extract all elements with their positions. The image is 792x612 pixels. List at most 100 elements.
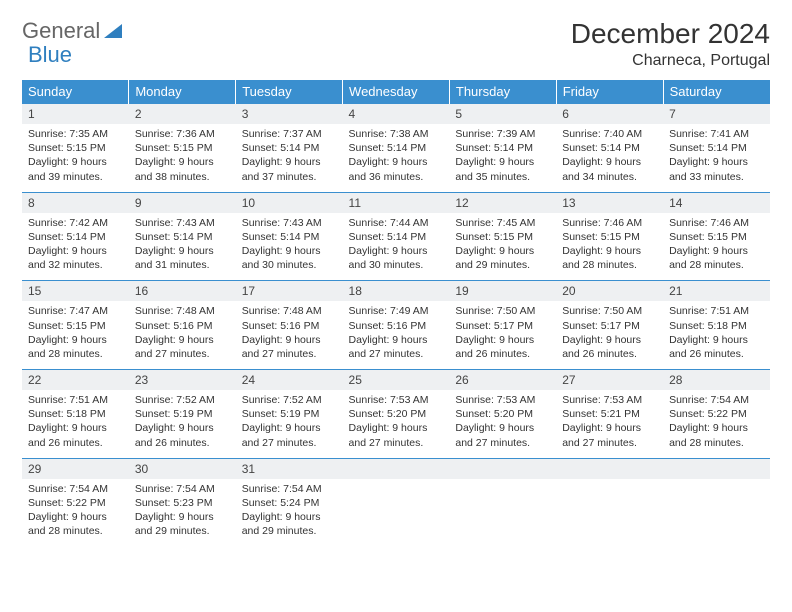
day-number-cell: 25	[343, 370, 450, 391]
sunrise-line: Sunrise: 7:54 AM	[242, 483, 322, 495]
daylight-line: Daylight: 9 hours and 27 minutes.	[242, 334, 321, 360]
day-detail-cell: Sunrise: 7:37 AM Sunset: 5:14 PM Daylight:…	[236, 124, 343, 192]
sunset-line: Sunset: 5:16 PM	[349, 320, 427, 332]
day-detail-cell: Sunrise: 7:47 AM Sunset: 5:15 PM Daylight:…	[22, 301, 129, 369]
daylight-line: Daylight: 9 hours and 27 minutes.	[455, 422, 534, 448]
day-detail-cell: Sunrise: 7:39 AMSunset: 5:14 PMDaylight:…	[449, 124, 556, 192]
day-number-cell: 18	[343, 281, 450, 302]
day-detail-cell: Sunrise: 7:54 AMSunset: 5:22 PMDaylight:…	[663, 390, 770, 458]
sunset-line: Sunset: 5:15 PM	[455, 231, 533, 243]
sunset-line: Sunset: 5:19 PM	[242, 408, 320, 420]
sunset-line: Sunset: 5:22 PM	[28, 497, 106, 509]
header: General December 2024 Charneca, Portugal	[22, 18, 770, 70]
day-detail-cell: Sunrise: 7:50 AMSunset: 5:17 PMDaylight:…	[556, 301, 663, 369]
day-number-cell	[663, 458, 770, 479]
sunset-line: Sunset: 5:18 PM	[28, 408, 106, 420]
day-number-cell: 14	[663, 192, 770, 213]
weekday-header: Thursday	[449, 80, 556, 104]
sunset-line: Sunset: 5:14 PM	[242, 142, 320, 154]
sunrise-line: Sunrise: 7:39 AM	[455, 128, 535, 140]
day-number-cell: 29	[22, 458, 129, 479]
day-detail-cell	[663, 479, 770, 547]
day-number-cell: 17	[236, 281, 343, 302]
day-number-cell: 20	[556, 281, 663, 302]
sunset-line: Sunset: 5:19 PM	[135, 408, 213, 420]
sunrise-line: Sunrise: 7:53 AM	[349, 394, 429, 406]
sunset-line: Sunset: 5:14 PM	[349, 231, 427, 243]
day-detail-cell: Sunrise: 7:42 AM Sunset: 5:14 PM Daylight:…	[22, 213, 129, 281]
day-detail-cell: Sunrise: 7:40 AMSunset: 5:14 PMDaylight:…	[556, 124, 663, 192]
sunrise-line: Sunrise: 7:47 AM	[28, 305, 108, 317]
sunrise-line: Sunrise: 7:42 AM	[28, 217, 108, 229]
daylight-line: Daylight: 9 hours and 28 minutes.	[28, 334, 107, 360]
sunset-line: Sunset: 5:23 PM	[135, 497, 213, 509]
day-number-cell: 9	[129, 192, 236, 213]
day-detail-cell: Sunrise: 7:53 AMSunset: 5:20 PMDaylight:…	[449, 390, 556, 458]
day-number-cell: 8	[22, 192, 129, 213]
day-number-cell: 16	[129, 281, 236, 302]
logo: General	[22, 18, 124, 44]
day-detail-cell: Sunrise: 7:53 AM Sunset: 5:20 PM Daylight:…	[343, 390, 450, 458]
sunrise-line: Sunrise: 7:37 AM	[242, 128, 322, 140]
day-number-cell: 13	[556, 192, 663, 213]
daylight-line: Daylight: 9 hours and 34 minutes.	[562, 156, 641, 182]
day-detail-cell	[449, 479, 556, 547]
day-detail-cell: Sunrise: 7:45 AMSunset: 5:15 PMDaylight:…	[449, 213, 556, 281]
daylight-line: Daylight: 9 hours and 27 minutes.	[562, 422, 641, 448]
daylight-line: Daylight: 9 hours and 37 minutes.	[242, 156, 321, 182]
day-number-cell: 31	[236, 458, 343, 479]
daylight-line: Daylight: 9 hours and 39 minutes.	[28, 156, 107, 182]
daylight-line: Daylight: 9 hours and 28 minutes.	[562, 245, 641, 271]
daylight-line: Daylight: 9 hours and 28 minutes.	[669, 245, 748, 271]
sunset-line: Sunset: 5:17 PM	[455, 320, 533, 332]
day-detail-cell: Sunrise: 7:52 AMSunset: 5:19 PMDaylight:…	[129, 390, 236, 458]
day-detail-cell: Sunrise: 7:51 AMSunset: 5:18 PMDaylight:…	[22, 390, 129, 458]
daylight-line: Daylight: 9 hours and 33 minutes.	[669, 156, 748, 182]
daylight-line: Daylight: 9 hours and 32 minutes.	[28, 245, 107, 271]
day-detail-cell: Sunrise: 7:43 AMSunset: 5:14 PMDaylight:…	[236, 213, 343, 281]
sunset-line: Sunset: 5:17 PM	[562, 320, 640, 332]
sunset-line: Sunset: 5:14 PM	[242, 231, 320, 243]
day-detail-cell: Sunrise: 7:53 AMSunset: 5:21 PMDaylight:…	[556, 390, 663, 458]
sunset-line: Sunset: 5:15 PM	[28, 320, 106, 332]
sunrise-line: Sunrise: 7:44 AM	[349, 217, 429, 229]
weekday-header: Wednesday	[343, 80, 450, 104]
daylight-line: Daylight: 9 hours and 26 minutes.	[455, 334, 534, 360]
sunset-line: Sunset: 5:24 PM	[242, 497, 320, 509]
daylight-line: Daylight: 9 hours and 26 minutes.	[135, 422, 214, 448]
day-number-cell: 4	[343, 104, 450, 125]
day-detail-cell: Sunrise: 7:50 AMSunset: 5:17 PMDaylight:…	[449, 301, 556, 369]
sunrise-line: Sunrise: 7:46 AM	[669, 217, 749, 229]
sunset-line: Sunset: 5:20 PM	[349, 408, 427, 420]
sunset-line: Sunset: 5:14 PM	[669, 142, 747, 154]
calendar-body: 1234567Sunrise: 7:35 AMSunset: 5:15 PMDa…	[22, 104, 770, 547]
daylight-line: Daylight: 9 hours and 28 minutes.	[669, 422, 748, 448]
sunset-line: Sunset: 5:15 PM	[669, 231, 747, 243]
daylight-line: Daylight: 9 hours and 30 minutes.	[242, 245, 321, 271]
calendar-table: SundayMondayTuesdayWednesdayThursdayFrid…	[22, 80, 770, 546]
weekday-header: Sunday	[22, 80, 129, 104]
weekday-header: Monday	[129, 80, 236, 104]
sunrise-line: Sunrise: 7:48 AM	[135, 305, 215, 317]
daylight-line: Daylight: 9 hours and 27 minutes.	[349, 334, 428, 360]
day-number-cell: 3	[236, 104, 343, 125]
day-number-cell	[556, 458, 663, 479]
day-number-cell: 15	[22, 281, 129, 302]
sunset-line: Sunset: 5:14 PM	[455, 142, 533, 154]
daylight-line: Daylight: 9 hours and 27 minutes.	[349, 422, 428, 448]
sunset-line: Sunset: 5:16 PM	[242, 320, 320, 332]
day-number-cell: 11	[343, 192, 450, 213]
day-detail-cell	[556, 479, 663, 547]
sunrise-line: Sunrise: 7:48 AM	[242, 305, 322, 317]
sunrise-line: Sunrise: 7:51 AM	[669, 305, 749, 317]
daylight-line: Daylight: 9 hours and 28 minutes.	[28, 511, 107, 537]
day-number-cell: 12	[449, 192, 556, 213]
logo-text-general: General	[22, 18, 100, 44]
day-detail-cell: Sunrise: 7:54 AMSunset: 5:22 PMDaylight:…	[22, 479, 129, 547]
sunset-line: Sunset: 5:14 PM	[28, 231, 106, 243]
day-number-cell: 28	[663, 370, 770, 391]
day-detail-cell: Sunrise: 7:48 AMSunset: 5:16 PMDaylight:…	[129, 301, 236, 369]
day-number-cell: 26	[449, 370, 556, 391]
day-detail-cell: Sunrise: 7:46 AMSunset: 5:15 PMDaylight:…	[556, 213, 663, 281]
weekday-header: Tuesday	[236, 80, 343, 104]
